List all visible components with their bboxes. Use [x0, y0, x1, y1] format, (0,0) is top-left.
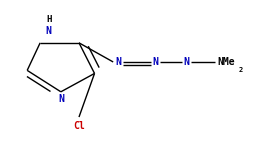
- Text: Cl: Cl: [73, 121, 85, 131]
- Text: N: N: [115, 57, 121, 67]
- Text: N: N: [58, 94, 64, 104]
- Text: 2: 2: [239, 67, 243, 73]
- Text: NMe: NMe: [218, 57, 235, 67]
- Text: H: H: [46, 15, 51, 24]
- Text: N: N: [46, 26, 52, 36]
- Text: N: N: [153, 57, 158, 67]
- Text: N: N: [184, 57, 189, 67]
